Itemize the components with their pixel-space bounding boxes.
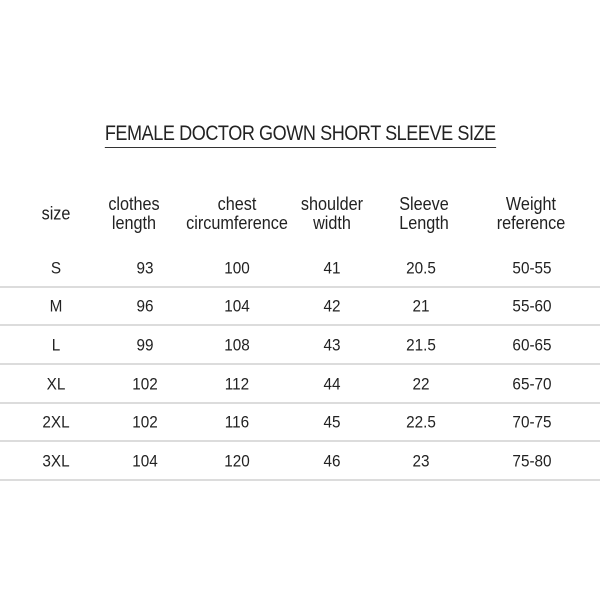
table-cell: 22.5 — [406, 412, 436, 432]
table-cell: M — [49, 296, 63, 316]
column-header: Sleeve Length — [399, 195, 449, 233]
table-cell: 21 — [412, 296, 430, 316]
table-cell: 108 — [224, 335, 250, 355]
title-text: FEMALE DOCTOR GOWN SHORT SLEEVE SIZE — [104, 122, 496, 148]
header-line-2: Length — [399, 213, 449, 233]
table-cell: 41 — [323, 258, 341, 278]
header-line-2: reference — [496, 213, 566, 233]
table-cell: 93 — [136, 258, 154, 278]
header-line-2: length — [111, 213, 157, 233]
header-line-1: clothes — [108, 194, 160, 214]
table-cell: L — [51, 335, 61, 355]
table-cell: 100 — [224, 258, 250, 278]
table-cell: 55-60 — [512, 296, 552, 316]
row-divider — [0, 324, 600, 326]
header-line-1: shoulder — [300, 194, 364, 214]
table-cell: 75-80 — [512, 451, 552, 471]
table-cell: 45 — [323, 412, 341, 432]
header-line-1: Weight — [505, 194, 557, 214]
header-line-1: size — [41, 203, 71, 224]
row-divider — [0, 402, 600, 404]
table-cell: 22 — [412, 374, 430, 394]
column-header: chest circumference — [186, 195, 288, 233]
row-divider — [0, 286, 600, 288]
table-cell: 46 — [323, 451, 341, 471]
column-header: size — [41, 203, 71, 224]
table-cell: 43 — [323, 335, 341, 355]
table-cell: 60-65 — [512, 335, 552, 355]
table-cell: 116 — [224, 412, 250, 432]
table-cell: 23 — [412, 451, 430, 471]
row-divider — [0, 440, 600, 442]
table-cell: 102 — [132, 412, 158, 432]
table-cell: 104 — [132, 451, 158, 471]
header-line-2: circumference — [186, 213, 288, 233]
table-cell: 70-75 — [512, 412, 552, 432]
table-cell: 21.5 — [406, 335, 436, 355]
column-header: shoulder width — [301, 195, 363, 233]
row-divider — [0, 479, 600, 481]
table-cell: 112 — [224, 374, 250, 394]
table-cell: 99 — [136, 335, 154, 355]
header-line-1: chest — [217, 194, 257, 214]
table-cell: 102 — [132, 374, 158, 394]
table-cell: 50-55 — [512, 258, 552, 278]
table-cell: 44 — [323, 374, 341, 394]
chart-title: FEMALE DOCTOR GOWN SHORT SLEEVE SIZE — [0, 122, 600, 148]
table-cell: 120 — [224, 451, 250, 471]
table-cell: 3XL — [42, 451, 70, 471]
table-cell: 20.5 — [406, 258, 436, 278]
row-divider — [0, 363, 600, 365]
column-header: Weight reference — [497, 195, 565, 233]
table-cell: S — [50, 258, 62, 278]
header-line-1: Sleeve — [399, 194, 449, 214]
table-cell: 104 — [224, 296, 250, 316]
table-cell: 42 — [323, 296, 341, 316]
table-cell: 65-70 — [512, 374, 552, 394]
table-cell: XL — [46, 374, 66, 394]
column-header: clothes length — [108, 195, 159, 233]
table-cell: 2XL — [42, 412, 70, 432]
header-line-2: width — [313, 213, 351, 233]
table-cell: 96 — [136, 296, 154, 316]
